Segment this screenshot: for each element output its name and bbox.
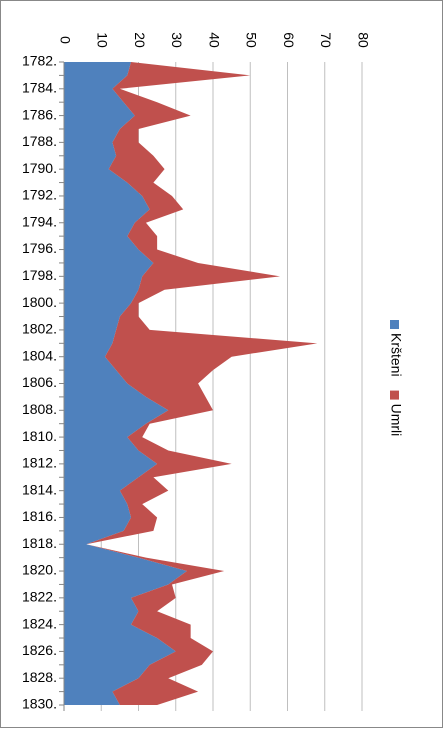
category-label: 1798. bbox=[22, 267, 57, 283]
category-label: 1784. bbox=[22, 79, 57, 95]
areas bbox=[64, 62, 318, 705]
value-tick-label: 80 bbox=[355, 32, 371, 48]
category-label: 1786. bbox=[22, 106, 57, 122]
category-label: 1810. bbox=[22, 428, 57, 444]
category-label: 1828. bbox=[22, 669, 57, 685]
value-tick-label: 70 bbox=[318, 32, 334, 48]
value-tick-label: 20 bbox=[132, 32, 148, 48]
category-label: 1812. bbox=[22, 455, 57, 471]
category-label: 1804. bbox=[22, 347, 57, 363]
category-label: 1790. bbox=[22, 160, 57, 176]
category-label: 1808. bbox=[22, 401, 57, 417]
category-label: 1822. bbox=[22, 589, 57, 605]
category-label: 1806. bbox=[22, 374, 57, 390]
value-tick-label: 60 bbox=[281, 32, 297, 48]
category-label: 1824. bbox=[22, 615, 57, 631]
value-tick-label: 40 bbox=[206, 32, 222, 48]
value-tick-label: 50 bbox=[244, 32, 260, 48]
legend-label: Kršteni bbox=[388, 333, 404, 377]
category-label: 1830. bbox=[22, 696, 57, 712]
category-label: 1792. bbox=[22, 187, 57, 203]
category-label: 1794. bbox=[22, 213, 57, 229]
category-label: 1826. bbox=[22, 642, 57, 658]
category-label: 1800. bbox=[22, 294, 57, 310]
area bbox=[86, 62, 318, 705]
value-tick-label: 0 bbox=[57, 36, 73, 44]
category-label: 1820. bbox=[22, 562, 57, 578]
value-tick-label: 10 bbox=[95, 32, 111, 48]
legend-swatch bbox=[390, 320, 399, 329]
category-label: 1788. bbox=[22, 133, 57, 149]
category-label: 1816. bbox=[22, 508, 57, 524]
legend-label: Umrli bbox=[388, 404, 404, 437]
value-tick-label: 30 bbox=[169, 32, 185, 48]
category-label: 1818. bbox=[22, 535, 57, 551]
category-label: 1782. bbox=[22, 53, 57, 69]
legend-swatch bbox=[390, 390, 399, 400]
category-label: 1796. bbox=[22, 240, 57, 256]
area bbox=[64, 62, 187, 705]
category-label: 1802. bbox=[22, 321, 57, 337]
category-label: 1814. bbox=[22, 481, 57, 497]
